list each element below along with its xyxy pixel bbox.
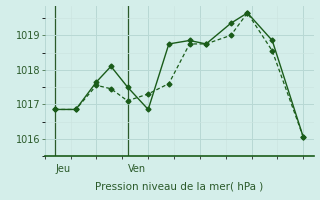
Text: Jeu: Jeu	[55, 164, 70, 174]
Text: Pression niveau de la mer( hPa ): Pression niveau de la mer( hPa )	[95, 182, 263, 192]
Text: Ven: Ven	[127, 164, 146, 174]
